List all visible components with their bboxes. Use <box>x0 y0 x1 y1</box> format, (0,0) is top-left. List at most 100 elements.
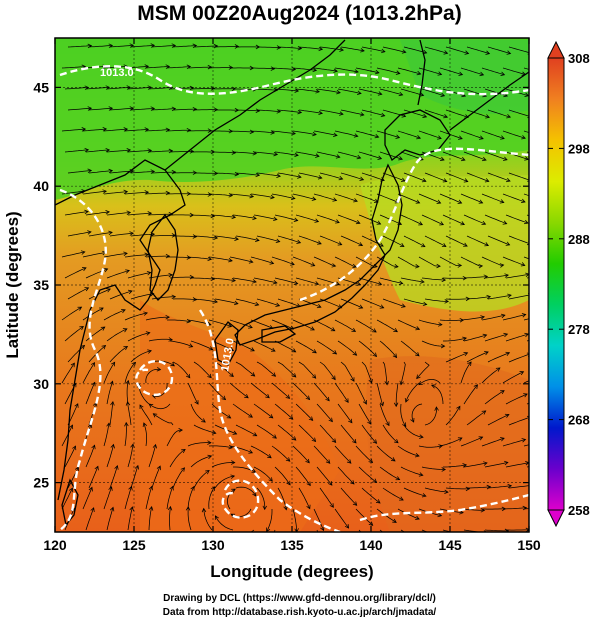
streamline <box>167 319 191 322</box>
streamline <box>523 67 529 70</box>
streamline-arrow <box>265 393 270 399</box>
streamline <box>421 277 446 281</box>
streamline <box>166 129 191 132</box>
streamline <box>130 465 139 489</box>
streamline <box>256 235 280 243</box>
streamline <box>127 150 152 153</box>
streamline <box>145 255 170 258</box>
streamline <box>292 256 315 267</box>
streamline <box>424 487 449 493</box>
streamline <box>355 382 367 405</box>
streamline <box>379 466 400 481</box>
streamline <box>484 529 509 532</box>
streamline <box>355 67 379 74</box>
streamline-arrow <box>314 281 320 286</box>
streamline <box>214 475 235 489</box>
streamline-arrow <box>213 299 218 304</box>
streamline <box>88 107 113 111</box>
streamline <box>211 214 236 218</box>
streamline-arrow <box>348 418 353 424</box>
streamline-arrow <box>463 352 469 357</box>
streamline <box>313 508 324 531</box>
streamline <box>64 445 76 468</box>
streamline <box>208 445 233 449</box>
streamline <box>169 151 194 153</box>
streamline <box>67 231 92 237</box>
streamline-arrow <box>437 135 442 140</box>
streamline-arrow <box>267 454 272 459</box>
streamline-arrow <box>543 313 547 317</box>
streamline <box>376 508 397 523</box>
streamline-arrow <box>350 480 355 485</box>
streamline-arrow <box>339 47 344 52</box>
y-axis: 25 30 35 40 45 <box>33 79 529 491</box>
streamline-arrow <box>503 460 509 466</box>
streamline <box>467 486 491 489</box>
streamline <box>298 172 322 179</box>
streamline <box>443 337 467 342</box>
streamline-arrow <box>439 156 445 161</box>
colorbar-bottom-arrow <box>547 509 565 528</box>
streamline <box>400 361 406 385</box>
streamline <box>82 307 104 321</box>
streamline <box>505 462 529 468</box>
x-tick-label: 120 <box>43 537 67 553</box>
streamline <box>355 193 379 203</box>
streamline-arrow <box>380 177 385 182</box>
streamline <box>502 193 526 203</box>
streamline-arrow <box>232 430 238 435</box>
streamline <box>82 128 107 132</box>
streamline <box>424 46 448 54</box>
streamline <box>208 193 233 196</box>
streamline <box>124 254 149 258</box>
streamline-arrow <box>231 460 236 465</box>
streamline-arrow <box>419 92 425 97</box>
streamline-arrow <box>462 463 468 468</box>
streamline <box>235 424 257 437</box>
streamline-arrow <box>335 219 340 224</box>
streamline <box>191 277 215 280</box>
streamline-arrow <box>478 263 484 269</box>
streamline <box>316 214 340 223</box>
streamline <box>109 401 114 426</box>
streamline <box>67 107 92 111</box>
streamline <box>250 319 273 329</box>
streamline <box>173 235 197 238</box>
isobar-contours <box>59 65 529 532</box>
streamline <box>463 462 488 468</box>
streamline-arrow <box>393 402 399 408</box>
streamline-arrow <box>401 303 406 308</box>
streamline-arrow <box>248 449 254 454</box>
streamline <box>487 414 510 426</box>
streamline <box>229 130 254 133</box>
colorbar-ticks: 258 268 278 288 298 308 <box>548 51 590 518</box>
streamline-arrow <box>325 396 330 402</box>
streamline <box>124 422 127 447</box>
streamline-arrow <box>252 279 257 284</box>
streamline-arrow <box>213 107 219 112</box>
streamline <box>400 403 407 427</box>
streamline-arrow <box>214 515 219 520</box>
streamline-arrow <box>422 49 428 55</box>
streamline <box>463 384 478 405</box>
streamline-arrow <box>169 485 174 491</box>
streamline <box>439 130 463 140</box>
streamline-arrow <box>312 67 318 73</box>
streamline-arrow <box>333 68 338 73</box>
streamline <box>340 172 364 181</box>
streamline <box>376 319 398 333</box>
streamline <box>424 298 449 302</box>
contour-label-north: 1013.0 <box>100 67 134 79</box>
streamline-arrow <box>355 219 361 225</box>
streamline <box>145 316 170 321</box>
streamline <box>148 403 171 410</box>
streamline <box>292 382 310 400</box>
streamline <box>277 109 302 113</box>
streamline <box>88 45 113 48</box>
streamline-arrow <box>473 384 478 389</box>
streamline <box>337 466 355 485</box>
streamline-arrow <box>87 230 92 235</box>
streamline-arrow <box>231 488 236 493</box>
streamline <box>526 151 529 154</box>
